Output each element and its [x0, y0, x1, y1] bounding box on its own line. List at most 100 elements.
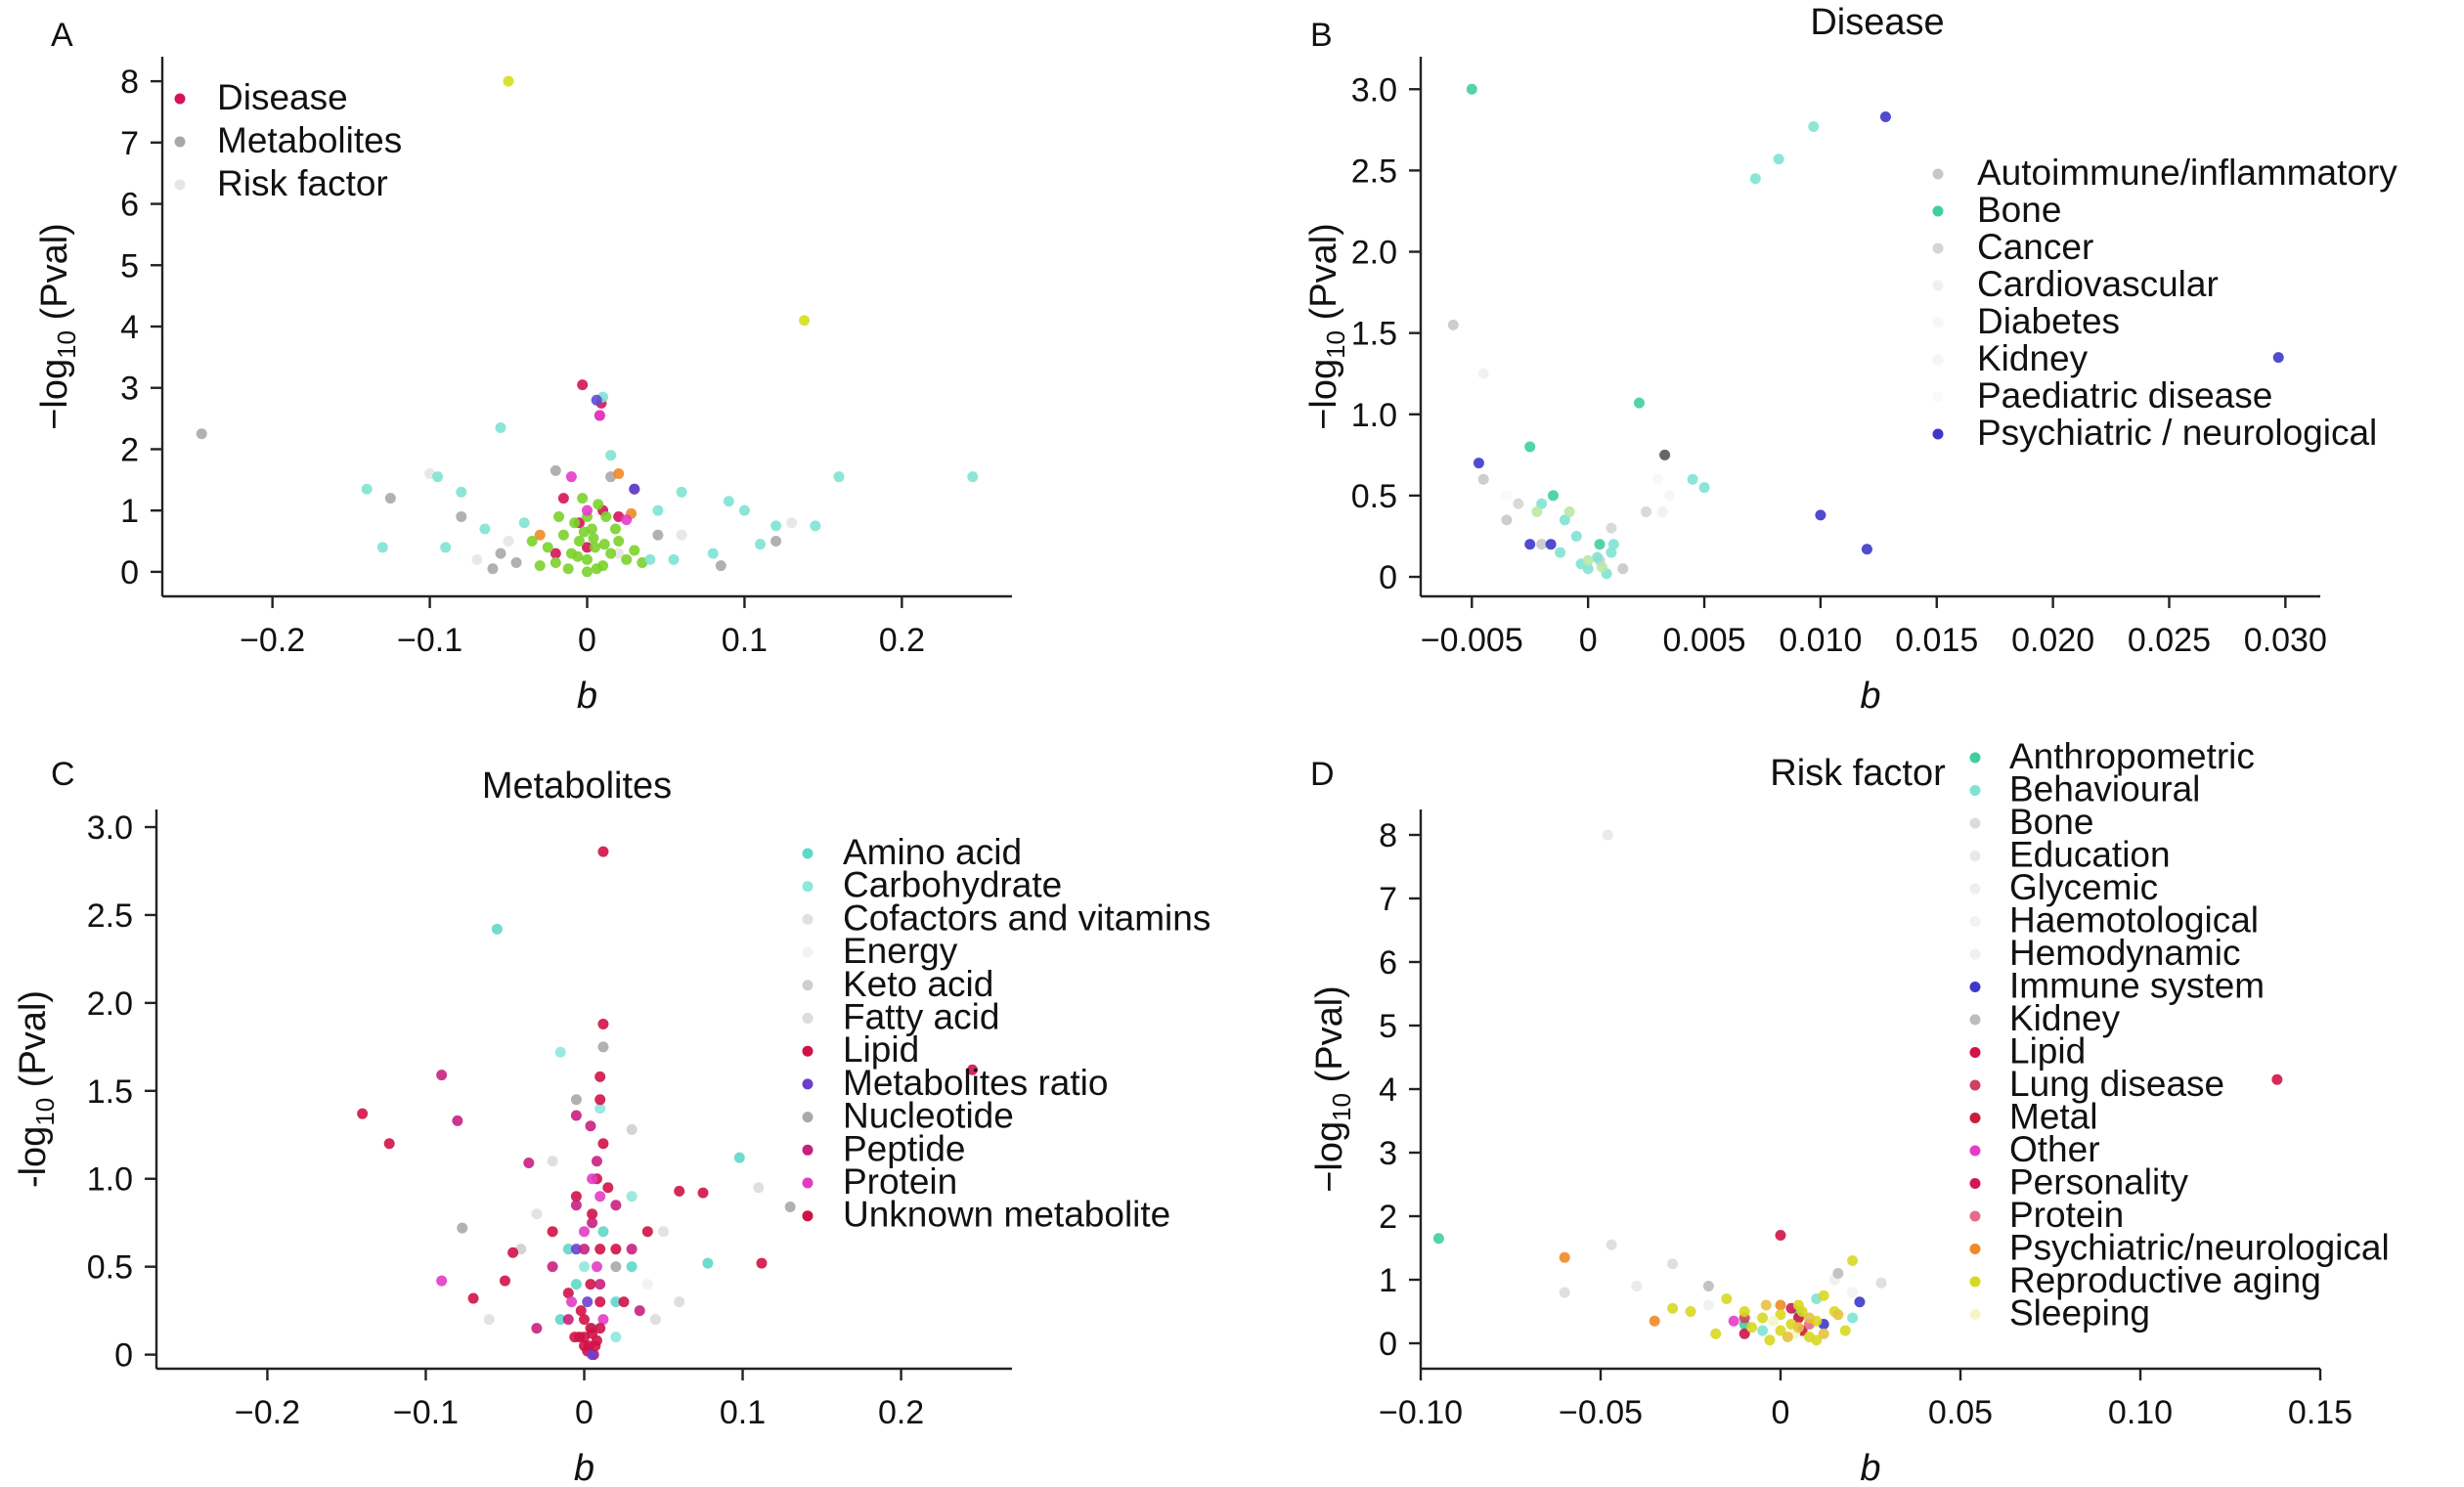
panel-c-point-nucleotide [570, 1094, 582, 1106]
y-label-subscript: 10 [1327, 1093, 1356, 1121]
panel-b-y-tick-label: 1.0 [1351, 397, 1397, 434]
panel-b-x-tick-label: 0.030 [2244, 622, 2327, 659]
panel-c-point-unknown-metabolite [575, 1305, 587, 1317]
panel-d-x-tick-label: 0.15 [2288, 1394, 2353, 1431]
y-label-prefix: −log [34, 359, 75, 430]
panel-a-point-unlabeled [526, 536, 538, 547]
panel-c-point-protein [597, 1314, 609, 1326]
panel-a-letter: A [51, 17, 73, 54]
panel-a-point-unlabeled [582, 553, 593, 565]
panel-d-legend-marker [1969, 1113, 1981, 1123]
y-label-subscript: 10 [1321, 330, 1350, 359]
panel-c-x-tick-label: −0.1 [393, 1394, 459, 1431]
panel-b-y-tick-label: 0.5 [1351, 478, 1397, 515]
panel-a-point-unlabeled [440, 542, 452, 553]
panel-d-legend-marker [1969, 1244, 1981, 1254]
panel-b-point-bone [1466, 83, 1477, 95]
panel-a-point-unlabeled [967, 471, 979, 483]
panel-c-point-peptide [436, 1070, 448, 1081]
panel-c-point-lipid [594, 1094, 606, 1106]
panel-a-point-unlabeled [557, 529, 569, 541]
panel-a-point-metabolites [487, 563, 499, 575]
panel-a-y-tick-label: 6 [120, 187, 139, 224]
panel-c-legend-label: Fatty acid [843, 997, 999, 1037]
panel-a-point-metabolites [196, 428, 207, 440]
panel-a-legend-label: Metabolites [217, 120, 402, 160]
panel-b-point-unlabeled [1559, 514, 1570, 526]
panel-d-legend-marker [1969, 1079, 1981, 1091]
y-label-suffix: (Pval) [34, 223, 75, 330]
panel-c-legend-label: Peptide [843, 1128, 966, 1168]
panel-d-point-bone [1667, 1258, 1679, 1270]
panel-b-y-tick-label: 1.5 [1351, 316, 1397, 353]
panel-d-point-lipid [1775, 1230, 1786, 1241]
panel-d-point-behavioural [1847, 1312, 1859, 1324]
panel-a-y-axis-label: −log10 (Pval) [34, 223, 81, 430]
panel-a-point-risk-factor [503, 536, 514, 547]
panel-b-point-unlabeled [1592, 551, 1604, 563]
panel-c-point-peptide [591, 1156, 602, 1167]
panel-c-point-amino-acid [733, 1152, 745, 1163]
panel-d-point-behavioural [1757, 1325, 1769, 1336]
panel-c-point-peptide [452, 1115, 463, 1126]
panel-a-y-tick-label: 1 [120, 493, 139, 530]
panel-b-legend-label: Paediatric disease [1977, 375, 2272, 415]
panel-c-point-keto-acid [626, 1123, 638, 1135]
panel-b-x-tick-label: −0.005 [1421, 622, 1523, 659]
panel-d-legend-marker [1969, 1145, 1981, 1157]
panel-d-legend-marker [1969, 1178, 1981, 1189]
panel-c-point-lipid [602, 1182, 614, 1194]
panel-b-point-bone [1548, 490, 1560, 502]
panel-c-point-lipid [641, 1226, 653, 1238]
panel-d-x-axis-label: b [1860, 1448, 1880, 1487]
panel-a-x-axis-label: b [577, 676, 597, 717]
panel-a-point-unlabeled [553, 510, 565, 522]
panel-a-point-unlabeled [573, 536, 585, 547]
y-label-suffix: (Pval) [13, 990, 54, 1098]
panel-b-point-unlabeled [1607, 539, 1619, 550]
panel-a-point-metabolites [770, 536, 782, 547]
panel-a-point-unlabeled [591, 563, 602, 575]
panel-d-point-reproductive-aging [1764, 1334, 1776, 1346]
panel-b-legend-marker [1932, 428, 1944, 440]
panel-c-point-carbohydrate [626, 1191, 638, 1203]
panel-d-point-unlabeled [1760, 1299, 1772, 1311]
panel-c-legend-label: Keto acid [843, 964, 993, 1004]
panel-c-point-metabolites-ratio [587, 1349, 598, 1361]
panel-b-x-tick-label: 0.010 [1779, 622, 1862, 659]
panel-d-y-tick-label: 1 [1379, 1262, 1397, 1299]
panel-a-point-unlabeled [676, 486, 687, 498]
panel-b-point-unlabeled [1555, 547, 1566, 558]
panel-c-y-tick-label: 0.5 [87, 1249, 133, 1287]
panel-d-legend-label: Education [2009, 835, 2171, 875]
panel-b-point-cancer [1513, 498, 1524, 509]
panel-c-legend-label: Lipid [843, 1029, 919, 1070]
panel-a-point-metabolites [510, 557, 522, 568]
panel-c-point-peptide [626, 1244, 638, 1255]
panel-a-point-metabolites [652, 529, 664, 541]
panel-c-legend-label: Amino acid [843, 832, 1022, 872]
panel-b-point-autoimmune-inflammatory [1536, 539, 1548, 550]
panel-b-point-autoimmune-inflammatory [1477, 473, 1489, 485]
panel-a-point-unlabeled [361, 483, 373, 495]
panel-a-legend-label: Disease [217, 77, 348, 117]
panel-c-point-carbohydrate [579, 1261, 590, 1273]
y-label-subscript: 10 [30, 1098, 60, 1126]
panel-d-point-other [1728, 1315, 1739, 1327]
panel-d-point-reproductive-aging [1839, 1325, 1851, 1336]
panel-d-y-tick-label: 7 [1379, 881, 1397, 918]
panel-c-point-peptide [585, 1120, 596, 1132]
panel-d-point-psychiatric-neurological [1775, 1299, 1786, 1311]
y-label-prefix: −log [1309, 1121, 1350, 1193]
panel-b-x-tick-label: 0.020 [2011, 622, 2094, 659]
panel-d-legend-marker [1969, 883, 1981, 895]
panel-b-point-bone [1633, 397, 1645, 409]
panel-d-point-reproductive-aging [1721, 1293, 1733, 1304]
panel-d-point-education [1602, 829, 1613, 841]
panel-d-point-education [1631, 1281, 1643, 1291]
panel-a-point-unlabeled [565, 471, 577, 483]
panel-d-point-psychiatric-neurological [1649, 1315, 1660, 1327]
panel-d-point-reproductive-aging [1685, 1306, 1696, 1317]
panel-c-legend-marker [802, 1045, 814, 1057]
panel-c-point-lipid [597, 1138, 609, 1150]
